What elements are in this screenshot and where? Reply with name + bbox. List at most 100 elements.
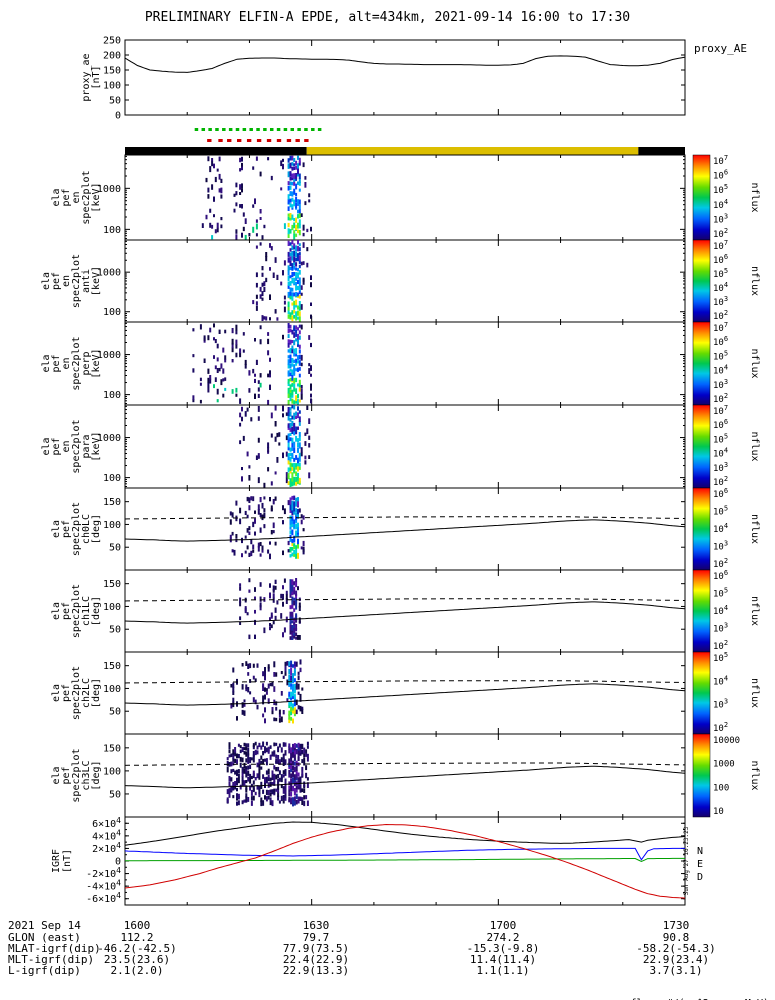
svg-text:107: 107	[713, 404, 728, 417]
footer-value: 274.2	[486, 931, 520, 944]
svg-text:50: 50	[109, 543, 121, 554]
svg-text:en: en	[61, 357, 72, 369]
science-zone-tick	[276, 128, 281, 131]
svg-text:106: 106	[713, 253, 728, 266]
science-zone-tick	[228, 128, 233, 131]
svg-text:100: 100	[713, 783, 729, 793]
xtick-label-1730: 1730	[662, 919, 690, 932]
svg-text:1000: 1000	[97, 433, 121, 444]
loss-cone-line	[124, 519, 686, 542]
time-axis-row: 2021 Sep 14 1600 1630 1700 1730	[0, 919, 775, 932]
footer-value: 22.9(23.4)	[642, 953, 710, 966]
svg-text:102: 102	[713, 309, 728, 322]
data-flag-tick	[286, 139, 292, 142]
footer-value: -15.3(-9.8)	[466, 942, 540, 955]
svg-text:-2×104: -2×104	[86, 866, 121, 880]
svg-text:pef: pef	[61, 684, 72, 702]
footer-value: 23.5(23.6)	[103, 953, 171, 966]
svg-text:250: 250	[103, 36, 121, 47]
colorbar-units-label: nflux	[749, 678, 760, 708]
svg-text:102: 102	[713, 227, 728, 240]
svg-text:104: 104	[713, 522, 728, 535]
footer-value: 79.7	[302, 931, 330, 944]
science-zone-tick	[297, 128, 301, 131]
data-flag-tick	[295, 139, 300, 142]
svg-text:102: 102	[713, 392, 728, 405]
watermark-timestamp: Sun Aug 27 16:23:23	[683, 826, 690, 895]
anti-loss-cone-line	[124, 598, 685, 602]
svg-text:spec2plot: spec2plot	[71, 666, 82, 720]
svg-text:0: 0	[115, 111, 121, 122]
colorbar-units-label: nflux	[749, 596, 760, 626]
svg-text:107: 107	[713, 239, 728, 252]
svg-text:spec2plot: spec2plot	[71, 584, 82, 638]
svg-text:107: 107	[713, 321, 728, 334]
svg-text:150: 150	[103, 497, 121, 508]
svg-text:100: 100	[103, 520, 121, 531]
svg-text:104: 104	[713, 604, 728, 617]
panel-espec_para: 100 1000 ela pef en spec2plot para [keV]	[41, 404, 686, 489]
svg-text:spec2plot: spec2plot	[71, 502, 82, 556]
legend-D: D	[697, 872, 703, 883]
svg-text:pef: pef	[61, 602, 72, 620]
svg-text:100: 100	[103, 684, 121, 695]
svg-text:150: 150	[103, 579, 121, 590]
availability-segment	[638, 147, 685, 155]
svg-text:[deg]: [deg]	[91, 678, 102, 708]
footer-value: 1.1(1.1)	[476, 964, 530, 977]
svg-text:103: 103	[713, 212, 728, 225]
igrf-e-line	[125, 857, 685, 863]
svg-text:102: 102	[713, 557, 728, 570]
colorbar-units-label: nflux	[749, 760, 760, 790]
svg-text:104: 104	[713, 674, 728, 687]
colorbar: 10000 1000 100 10 nflux	[692, 733, 760, 818]
proxy-ae-line	[124, 55, 686, 73]
svg-text:ch3LC: ch3LC	[81, 760, 92, 790]
svg-text:50: 50	[109, 707, 121, 718]
svg-text:2×104: 2×104	[92, 841, 121, 855]
svg-text:50: 50	[109, 789, 121, 800]
svg-text:103: 103	[713, 461, 728, 474]
svg-text:104: 104	[713, 281, 728, 294]
science-zone-tick	[256, 128, 260, 131]
svg-text:103: 103	[713, 540, 728, 553]
colorbar: 105 104 103 102 nflux	[692, 651, 760, 735]
colorbar-units-label: nflux	[749, 514, 760, 544]
panel-espec_anti: 100 1000 ela pef en spec2plot anti [keV]	[41, 239, 686, 323]
svg-text:105: 105	[713, 651, 728, 664]
science-zone-tick	[317, 128, 322, 131]
svg-text:-6×104: -6×104	[86, 891, 121, 905]
igrf-n-line	[124, 847, 685, 861]
svg-text:102: 102	[713, 639, 728, 652]
svg-text:50: 50	[109, 96, 121, 107]
science-zone-tick	[283, 128, 288, 131]
legend-N: N	[697, 846, 703, 857]
svg-text:pef: pef	[61, 188, 72, 206]
svg-text:106: 106	[713, 169, 728, 182]
svg-text:spec2plot: spec2plot	[71, 419, 82, 473]
svg-text:pef: pef	[61, 766, 72, 784]
svg-text:ela: ela	[41, 354, 52, 372]
anti-loss-cone-line	[124, 516, 685, 520]
science-zone-tick	[263, 128, 267, 131]
footer-row-glon: GLON (east) 112.2 79.7 274.2 90.8	[0, 931, 775, 944]
svg-text:ch1LC: ch1LC	[81, 596, 92, 626]
svg-text:-4×104: -4×104	[86, 879, 121, 893]
svg-text:106: 106	[713, 569, 728, 582]
svg-text:ch2LC: ch2LC	[81, 678, 92, 708]
science-zone-tick	[222, 128, 226, 131]
svg-text:spec2plot: spec2plot	[71, 748, 82, 802]
svg-text:1000: 1000	[97, 184, 121, 195]
loss-cone-line	[124, 683, 686, 706]
footer-row-lshell: L-igrf(dip) 2.1(2.0) 22.9(13.3) 1.1(1.1)…	[0, 964, 775, 977]
science-zone-tick	[208, 128, 212, 131]
svg-text:105: 105	[713, 267, 728, 280]
svg-text:pef: pef	[51, 437, 62, 455]
svg-text:proxy_ae: proxy_ae	[81, 53, 92, 101]
svg-text:spec2plot: spec2plot	[71, 336, 82, 390]
science-zone-tick	[215, 128, 219, 131]
svg-text:105: 105	[713, 432, 728, 445]
svg-text:ch0LC: ch0LC	[81, 514, 92, 544]
